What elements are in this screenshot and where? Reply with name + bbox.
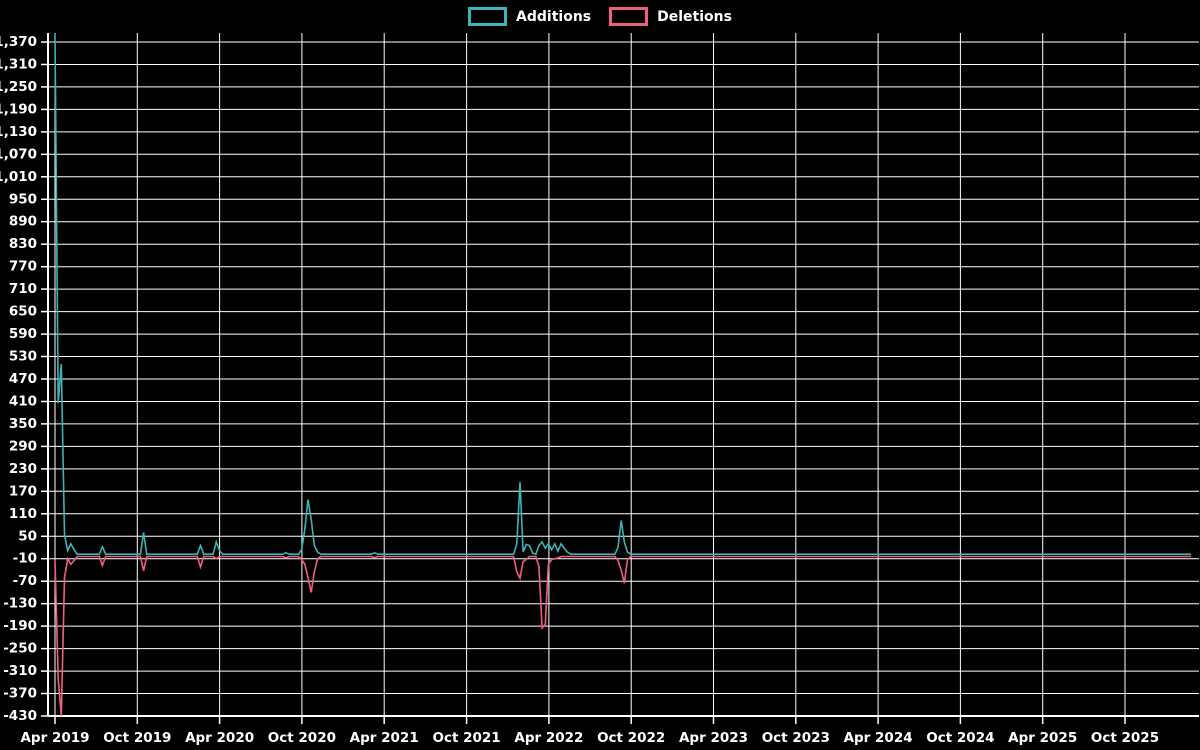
y-tick-label: 1,010	[0, 169, 37, 185]
y-tick-label: 230	[9, 461, 37, 477]
y-tick-label: -370	[3, 686, 37, 702]
y-tick-label: 410	[9, 394, 37, 410]
y-tick-label: 650	[9, 304, 37, 320]
x-tick-label: Apr 2022	[514, 730, 583, 746]
y-tick-label: 110	[9, 506, 37, 522]
y-tick-label: -130	[3, 596, 37, 612]
x-tick-label: Apr 2019	[20, 730, 89, 746]
x-tick-label: Oct 2021	[432, 730, 500, 746]
x-tick-label: Oct 2022	[597, 730, 665, 746]
y-tick-label: 1,370	[0, 34, 37, 50]
legend-swatch-deletions	[609, 7, 649, 26]
x-tick-label: Oct 2020	[268, 730, 336, 746]
deletions-line	[54, 555, 1192, 717]
x-tick-label: Apr 2023	[679, 730, 748, 746]
y-tick-label: -250	[3, 641, 37, 657]
y-tick-label: 1,130	[0, 124, 37, 140]
y-tick-label: 950	[9, 191, 37, 207]
y-tick-label: 590	[9, 326, 37, 342]
x-tick-label: Oct 2019	[103, 730, 171, 746]
y-tick-label: -10	[13, 551, 37, 567]
y-tick-label: -310	[3, 663, 37, 679]
legend-label-deletions: Deletions	[657, 8, 732, 25]
y-tick-label: 1,070	[0, 146, 37, 162]
y-tick-label: -70	[13, 573, 37, 589]
y-tick-label: 710	[9, 281, 37, 297]
chart-legend: Additions Deletions	[0, 7, 1200, 26]
y-tick-label: 770	[9, 259, 37, 275]
y-tick-label: 290	[9, 438, 37, 454]
y-tick-label: 530	[9, 349, 37, 365]
legend-label-additions: Additions	[516, 8, 592, 25]
y-tick-label: 830	[9, 236, 37, 252]
x-tick-label: Oct 2025	[1091, 730, 1159, 746]
y-tick-label: -430	[3, 708, 37, 724]
y-tick-label: -190	[3, 618, 37, 634]
y-tick-label: 470	[9, 371, 37, 387]
y-tick-label: 170	[9, 483, 37, 499]
x-tick-label: Oct 2023	[762, 730, 830, 746]
x-tick-label: Apr 2020	[185, 730, 254, 746]
x-tick-label: Apr 2021	[350, 730, 419, 746]
x-tick-label: Apr 2024	[844, 730, 913, 746]
y-tick-label: 350	[9, 416, 37, 432]
x-tick-label: Oct 2024	[926, 730, 994, 746]
legend-item-additions[interactable]: Additions	[468, 7, 591, 26]
y-tick-label: 50	[18, 528, 37, 544]
y-tick-label: 1,190	[0, 101, 37, 117]
y-tick-label: 1,310	[0, 57, 37, 73]
y-tick-label: 890	[9, 214, 37, 230]
x-tick-label: Apr 2025	[1008, 730, 1077, 746]
y-tick-label: 1,250	[0, 79, 37, 95]
legend-swatch-additions	[468, 7, 508, 26]
legend-item-deletions[interactable]: Deletions	[609, 7, 732, 26]
additions-line	[54, 33, 1192, 556]
